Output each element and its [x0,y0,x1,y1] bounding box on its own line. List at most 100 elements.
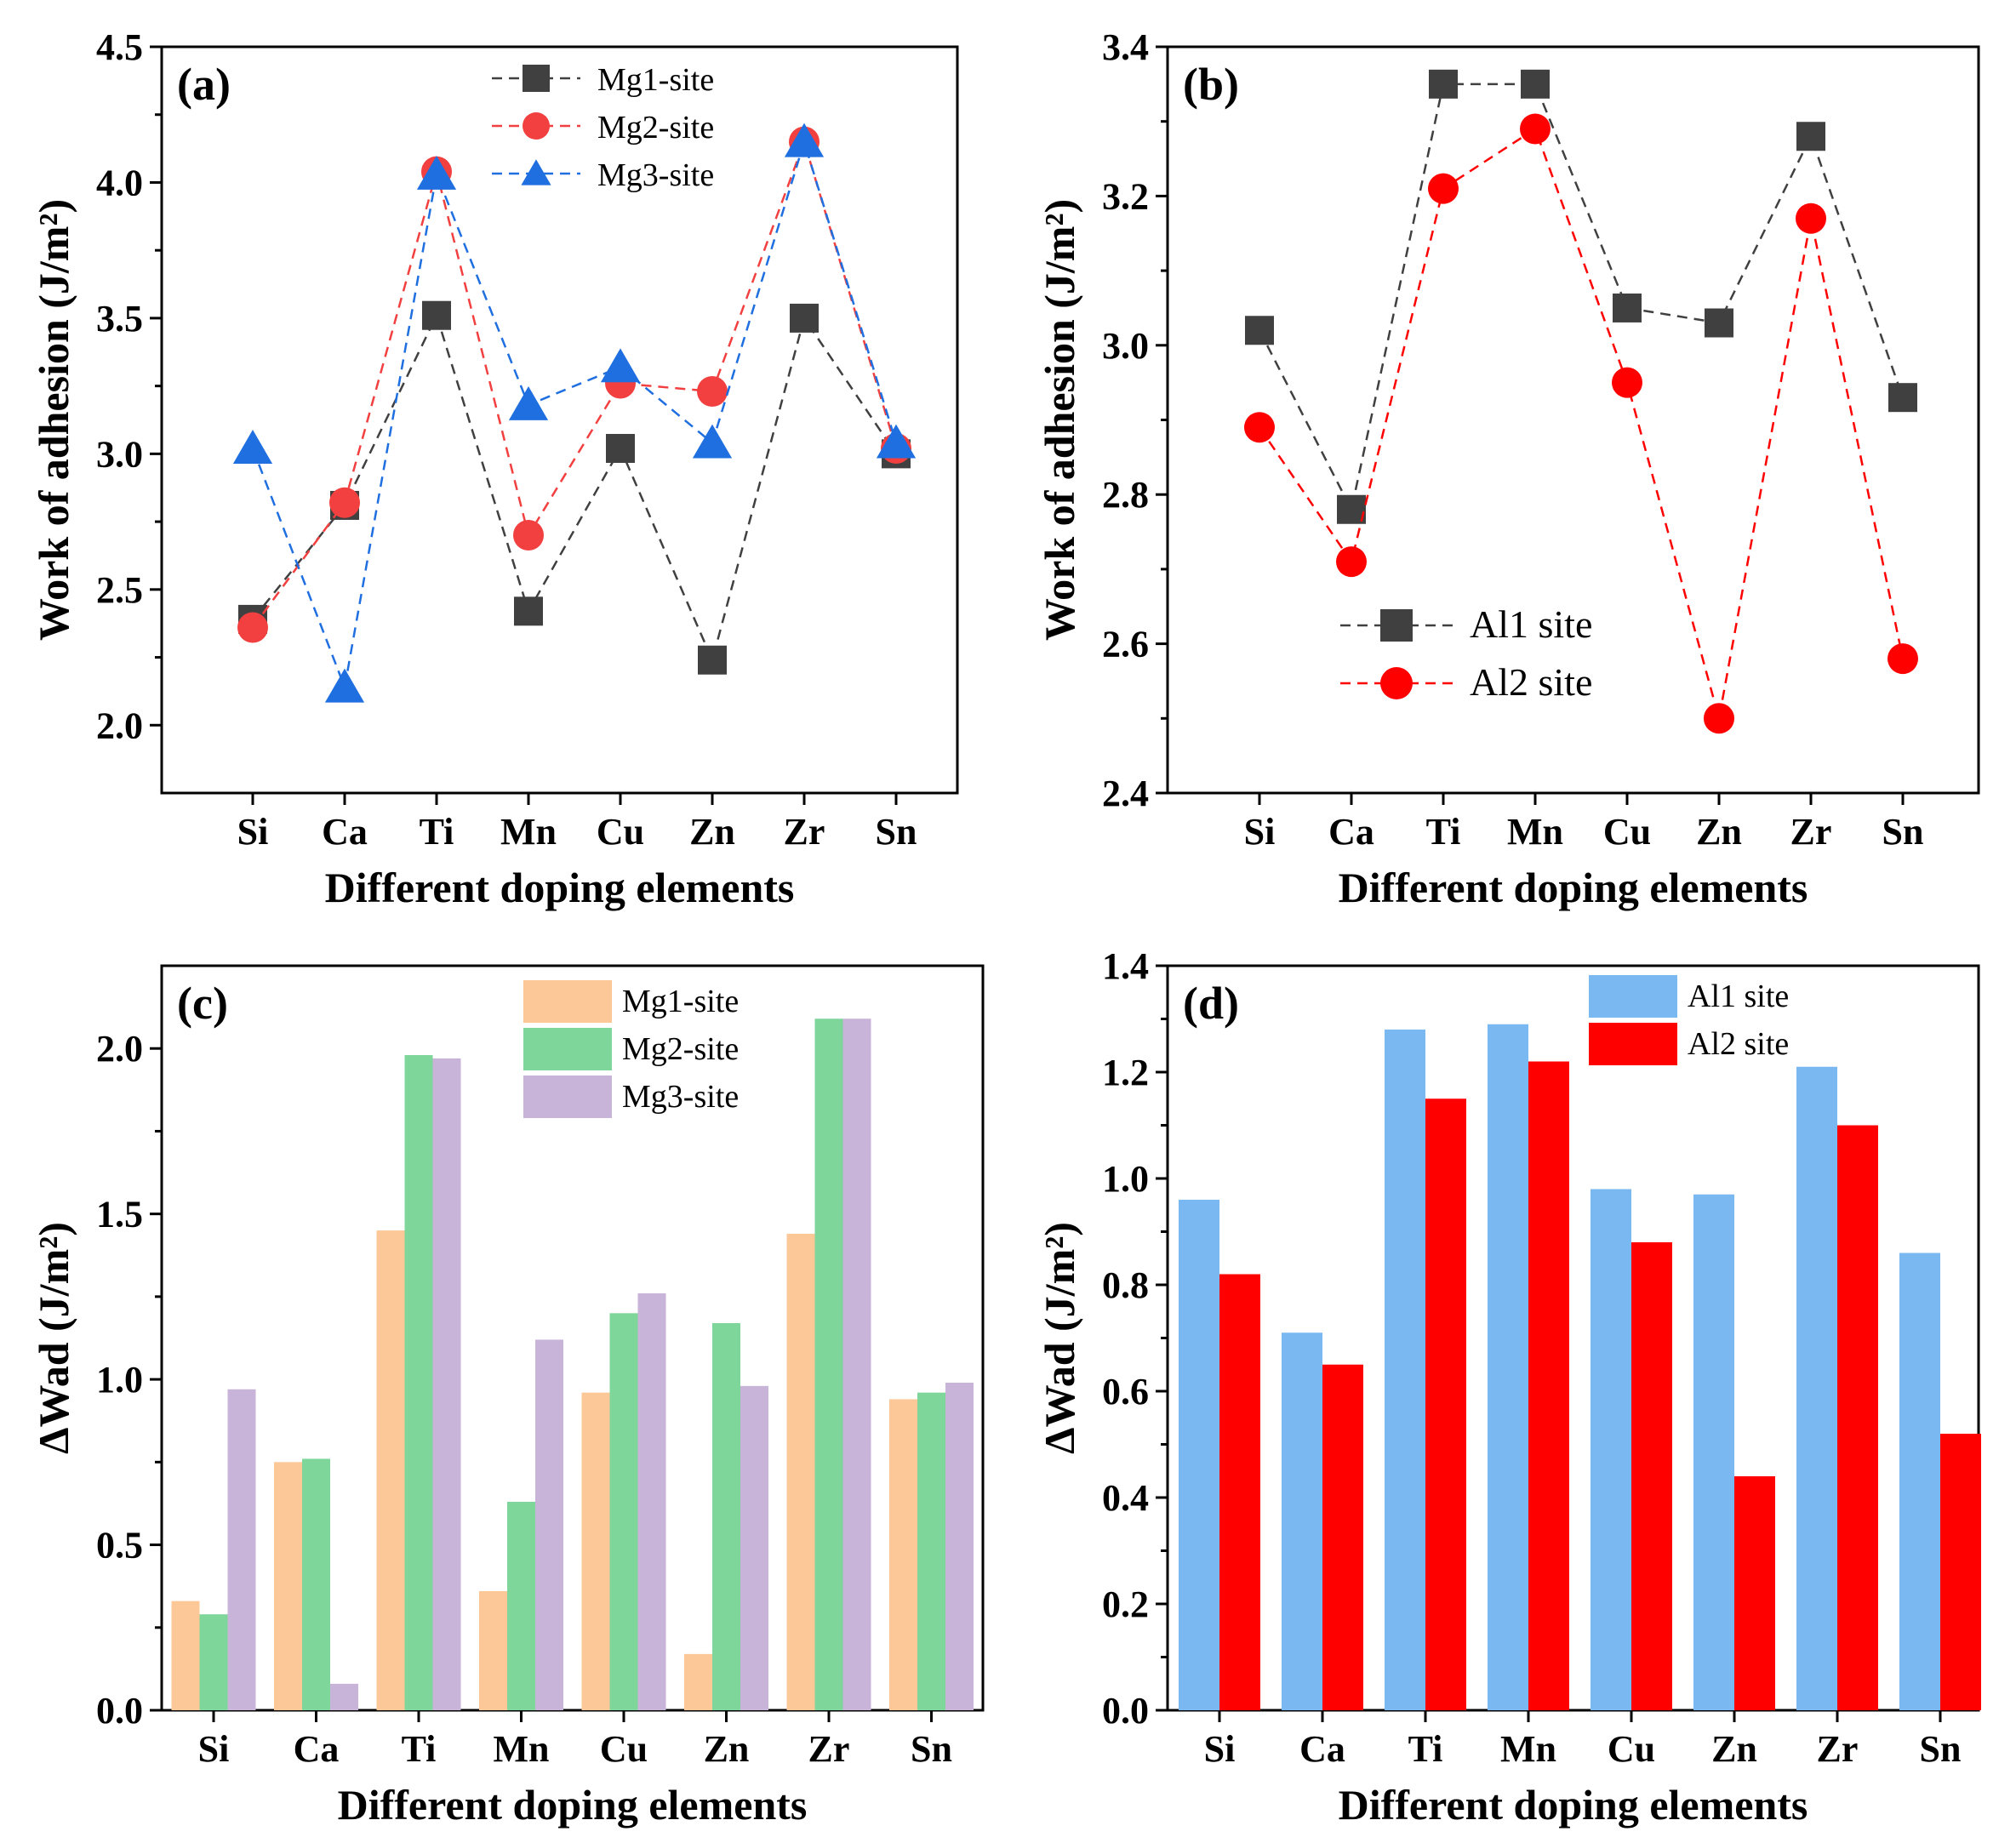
panel-label: (b) [1183,59,1239,110]
series-mg3-site [232,123,917,703]
x-axis-title: Different doping elements [338,1781,808,1829]
y-tick-label: 1.0 [96,1359,143,1401]
data-point [513,520,544,551]
legend-marker [1380,609,1413,642]
y-tick-label: 0.5 [96,1525,143,1566]
y-tick-label: 0.6 [1102,1371,1149,1412]
bar [1219,1274,1260,1710]
legend-marker [523,65,550,92]
bar [1940,1434,1981,1710]
x-axis-title: Different doping elements [325,864,795,911]
bar [1282,1332,1322,1710]
y-tick-label: 0.4 [1102,1477,1149,1519]
bar [842,1018,871,1710]
series-line [251,138,898,692]
y-tick-label: 0.0 [96,1690,143,1732]
bar [535,1339,563,1710]
bar [1488,1024,1528,1710]
x-tick-label: Zn [1711,1728,1757,1770]
panel-label: (d) [1183,978,1239,1029]
y-tick-label: 2.8 [1102,474,1149,516]
y-tick-label: 1.2 [1102,1052,1149,1093]
x-tick-label: Zn [704,1728,750,1770]
bar [404,1055,433,1710]
data-point [1705,308,1733,338]
x-tick-label: Mn [494,1728,550,1770]
y-tick-label: 3.2 [1102,175,1149,217]
data-point [1796,203,1826,234]
data-point [790,303,819,333]
data-point [422,300,451,330]
x-tick-label: Sn [1882,811,1924,853]
data-point [1612,367,1642,398]
data-point [698,645,727,675]
y-tick-label: 4.0 [96,162,143,203]
legend-swatch [523,980,612,1023]
legend-marker [521,159,551,185]
x-tick-label: Si [198,1728,230,1770]
bar [227,1389,256,1710]
y-tick-label: 1.0 [1102,1158,1149,1200]
legend-label: Mg2-site [597,110,714,146]
data-point [697,376,728,408]
legend: Al1 site Al2 site [1340,602,1592,704]
series-mg1-site [238,300,911,675]
x-tick-label: Zn [689,811,735,853]
x-tick-label: Sn [911,1728,952,1770]
series-mg1-site [171,1230,917,1710]
data-point [1521,69,1550,99]
y-tick-label: 3.5 [96,298,143,340]
series-al1-site [1179,1024,1940,1710]
bar [609,1313,638,1710]
bar [302,1458,330,1710]
chart-panel-1: 2.0 2.5 3.0 3.5 4.0 4.5 Si Ca Ti Mn Cu Zn Zr Sn Differ… [30,26,959,911]
series-mg2-site [199,1018,945,1710]
y-tick-label: 3.0 [96,433,143,475]
x-tick-label: Mn [1507,811,1563,853]
bar [171,1600,200,1710]
series-al2-site [1244,113,1918,734]
data-point [876,424,917,459]
data-point [508,386,549,420]
data-point [329,487,360,518]
bar [581,1392,610,1710]
chart-panel-2: 2.4 2.6 2.8 3.0 3.2 3.4 Si Ca Ti Mn Cu Zn Zr Sn Differ… [1036,26,1980,911]
x-tick-label: Ca [294,1728,340,1770]
bar [740,1385,768,1710]
data-point [237,612,268,643]
x-tick-label: Cu [1603,811,1651,853]
legend-label: Mg3-site [597,157,714,193]
y-tick-label: 0.8 [1102,1264,1149,1306]
data-point [600,348,641,383]
x-tick-label: Sn [1920,1728,1962,1770]
bar [1631,1242,1672,1710]
series-line [1258,127,1905,719]
x-tick-label: Ca [1299,1728,1345,1770]
y-axis-title: Work of adhesion (J/m²) [30,199,77,641]
bar [1899,1252,1940,1710]
bar [432,1058,461,1710]
y-tick-label: 2.6 [1102,624,1149,665]
x-tick-label: Cu [600,1728,648,1770]
chart-panel-3: 0.0 0.5 1.0 1.5 2.0 Si Ca Ti Mn Cu Zn Zr Sn Different… [30,964,985,1829]
series-al1-site [1245,69,1917,524]
data-point [784,123,825,157]
bar [1322,1364,1363,1710]
y-tick-label: 2.0 [96,1028,143,1070]
legend-swatch [523,1076,612,1118]
bar [945,1383,974,1710]
data-point [1888,643,1918,675]
x-axis-title: Different doping elements [1339,864,1808,911]
data-point [232,430,273,464]
y-axis-title: ΔWad (J/m²) [30,1222,77,1454]
y-tick-label: 0.0 [1102,1690,1149,1732]
legend-label: Al2 site [1470,660,1592,704]
legend-label: Mg1-site [597,62,714,98]
data-point [1244,412,1275,443]
bar [684,1653,712,1710]
data-point [692,424,733,459]
plot-frame [160,45,959,795]
x-tick-label: Sn [876,811,917,853]
x-tick-label: Ti [420,811,454,853]
